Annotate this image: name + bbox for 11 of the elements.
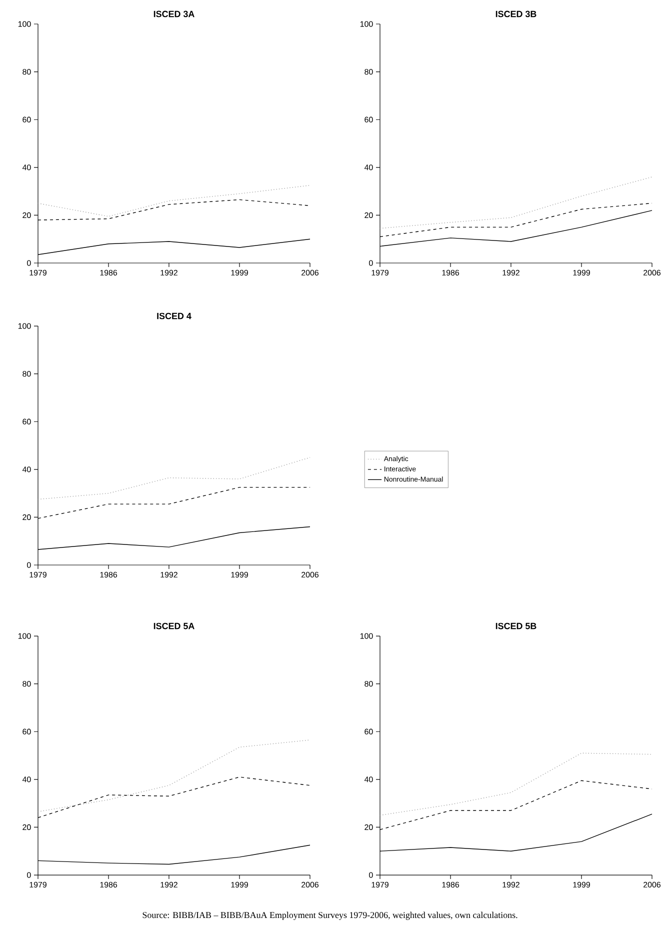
chart-title: ISCED 3B: [496, 10, 536, 18]
chart-title: ISCED 5B: [496, 622, 536, 630]
line-series: [380, 752, 653, 816]
chart-title: ISCED 4: [157, 312, 192, 320]
line-series: [38, 457, 311, 500]
line-series: [38, 184, 311, 217]
chart-title: ISCED 3A: [154, 10, 195, 18]
source-note: Source: BIBB/IAB – BIBB/BAuA Employment Surveys 1979-2006, weighted values, own calculations.: [143, 912, 518, 920]
line-series: [38, 740, 311, 812]
line-series: [380, 176, 653, 229]
chart-title: ISCED 5A: [154, 622, 195, 630]
